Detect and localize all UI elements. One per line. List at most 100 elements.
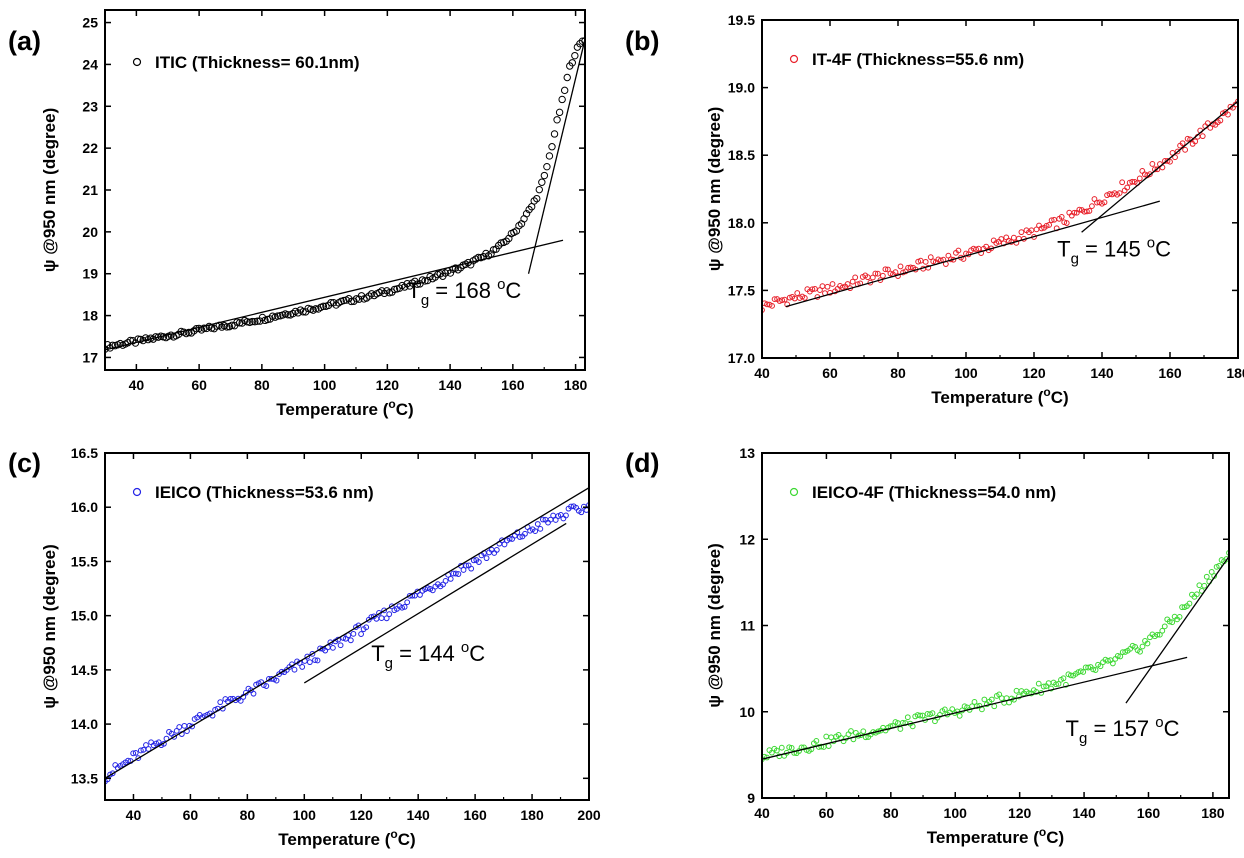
data-point [848,728,854,734]
x-tick-label: 200 [577,807,601,823]
data-point [550,130,559,138]
legend: IT-4F (Thickness=55.6 nm) [789,50,1024,69]
y-tick-label: 17.5 [728,282,755,298]
data-point [319,302,328,310]
data-point [135,755,142,762]
data-point [223,323,231,331]
data-point [1149,161,1156,167]
x-axis-title: Temperature (oC) [931,385,1068,407]
data-point [109,770,116,777]
y-tick-label: 22 [82,140,98,156]
fit-line-2 [527,39,585,274]
data-point [955,247,962,254]
data-point [879,272,886,279]
data-point [809,286,816,293]
data-point [1203,573,1210,580]
data-point [423,276,432,285]
data-point [860,728,867,735]
data-point [483,555,490,562]
legend-label: IT-4F (Thickness=55.6 nm) [812,50,1024,69]
y-tick-label: 15.0 [71,608,98,624]
x-tick-label: 60 [183,807,199,823]
data-point [125,757,131,764]
data-point [358,631,364,637]
data-point [347,637,354,644]
y-axis-title: ψ @950 nm (degree) [40,544,59,709]
data-point [1166,618,1173,625]
data-point [251,317,259,326]
data-point [1146,171,1153,178]
data-point [1167,158,1173,165]
data-point [1090,666,1096,673]
data-point [132,749,139,756]
data-point [381,607,388,614]
data-point [535,185,543,194]
y-tick-label: 15.5 [71,553,98,569]
data-point [1139,643,1146,650]
data-point [237,697,244,704]
fit-line-1 [105,239,564,351]
data-point [137,747,144,754]
y-tick-label: 16.5 [71,445,98,461]
data-points [762,98,1238,313]
x-tick-label: 100 [293,807,317,823]
tg-annotation: Tg = 145 oC [1057,235,1171,268]
data-point [332,301,340,309]
data-point [897,263,904,270]
y-tick-label: 18 [82,308,98,324]
data-point [1199,133,1206,140]
fit-line-2 [1081,100,1238,233]
fit-line-2 [303,522,567,684]
data-point [1086,208,1093,214]
x-tick-label: 120 [376,377,400,393]
data-point [1179,140,1186,147]
data-point [1018,229,1025,236]
data-point [238,319,246,327]
data-point [493,547,500,553]
y-tick-label: 10 [739,704,755,720]
tg-annotation: Tg = 157 oC [1066,714,1180,747]
data-point [274,312,282,320]
data-point [299,308,307,316]
data-point [825,743,832,749]
data-point [388,603,395,610]
data-point [148,739,155,746]
data-point [1055,680,1062,687]
data-point [337,642,344,649]
data-point [1063,220,1070,226]
data-point [176,724,183,730]
x-tick-label: 180 [1226,365,1244,381]
data-point [778,744,785,751]
y-tick-label: 16.0 [71,499,98,515]
panel-label: (c) [8,448,41,478]
data-point [1144,640,1151,647]
data-point [941,706,948,713]
data-point [1060,675,1067,682]
data-point [811,285,818,292]
data-point [762,307,765,313]
data-point [1097,663,1104,670]
data-point [340,296,348,305]
data-point [568,503,574,510]
data-point [1089,203,1095,210]
data-point [1013,687,1020,694]
data-point [1038,225,1045,232]
data-point [181,722,188,729]
data-point [568,59,576,67]
data-point [779,297,786,304]
data-point [988,696,995,703]
data-point [1129,178,1136,185]
data-point [1192,138,1199,145]
plot-frame [104,452,590,801]
data-point [522,209,531,218]
y-tick-label: 23 [82,98,98,114]
data-point [399,604,405,611]
x-tick-label: 80 [254,377,270,393]
data-point [189,723,195,730]
data-point [1046,222,1053,228]
data-point [1172,154,1178,161]
data-point [794,290,801,296]
data-point [1116,190,1123,196]
data-point [289,309,297,318]
